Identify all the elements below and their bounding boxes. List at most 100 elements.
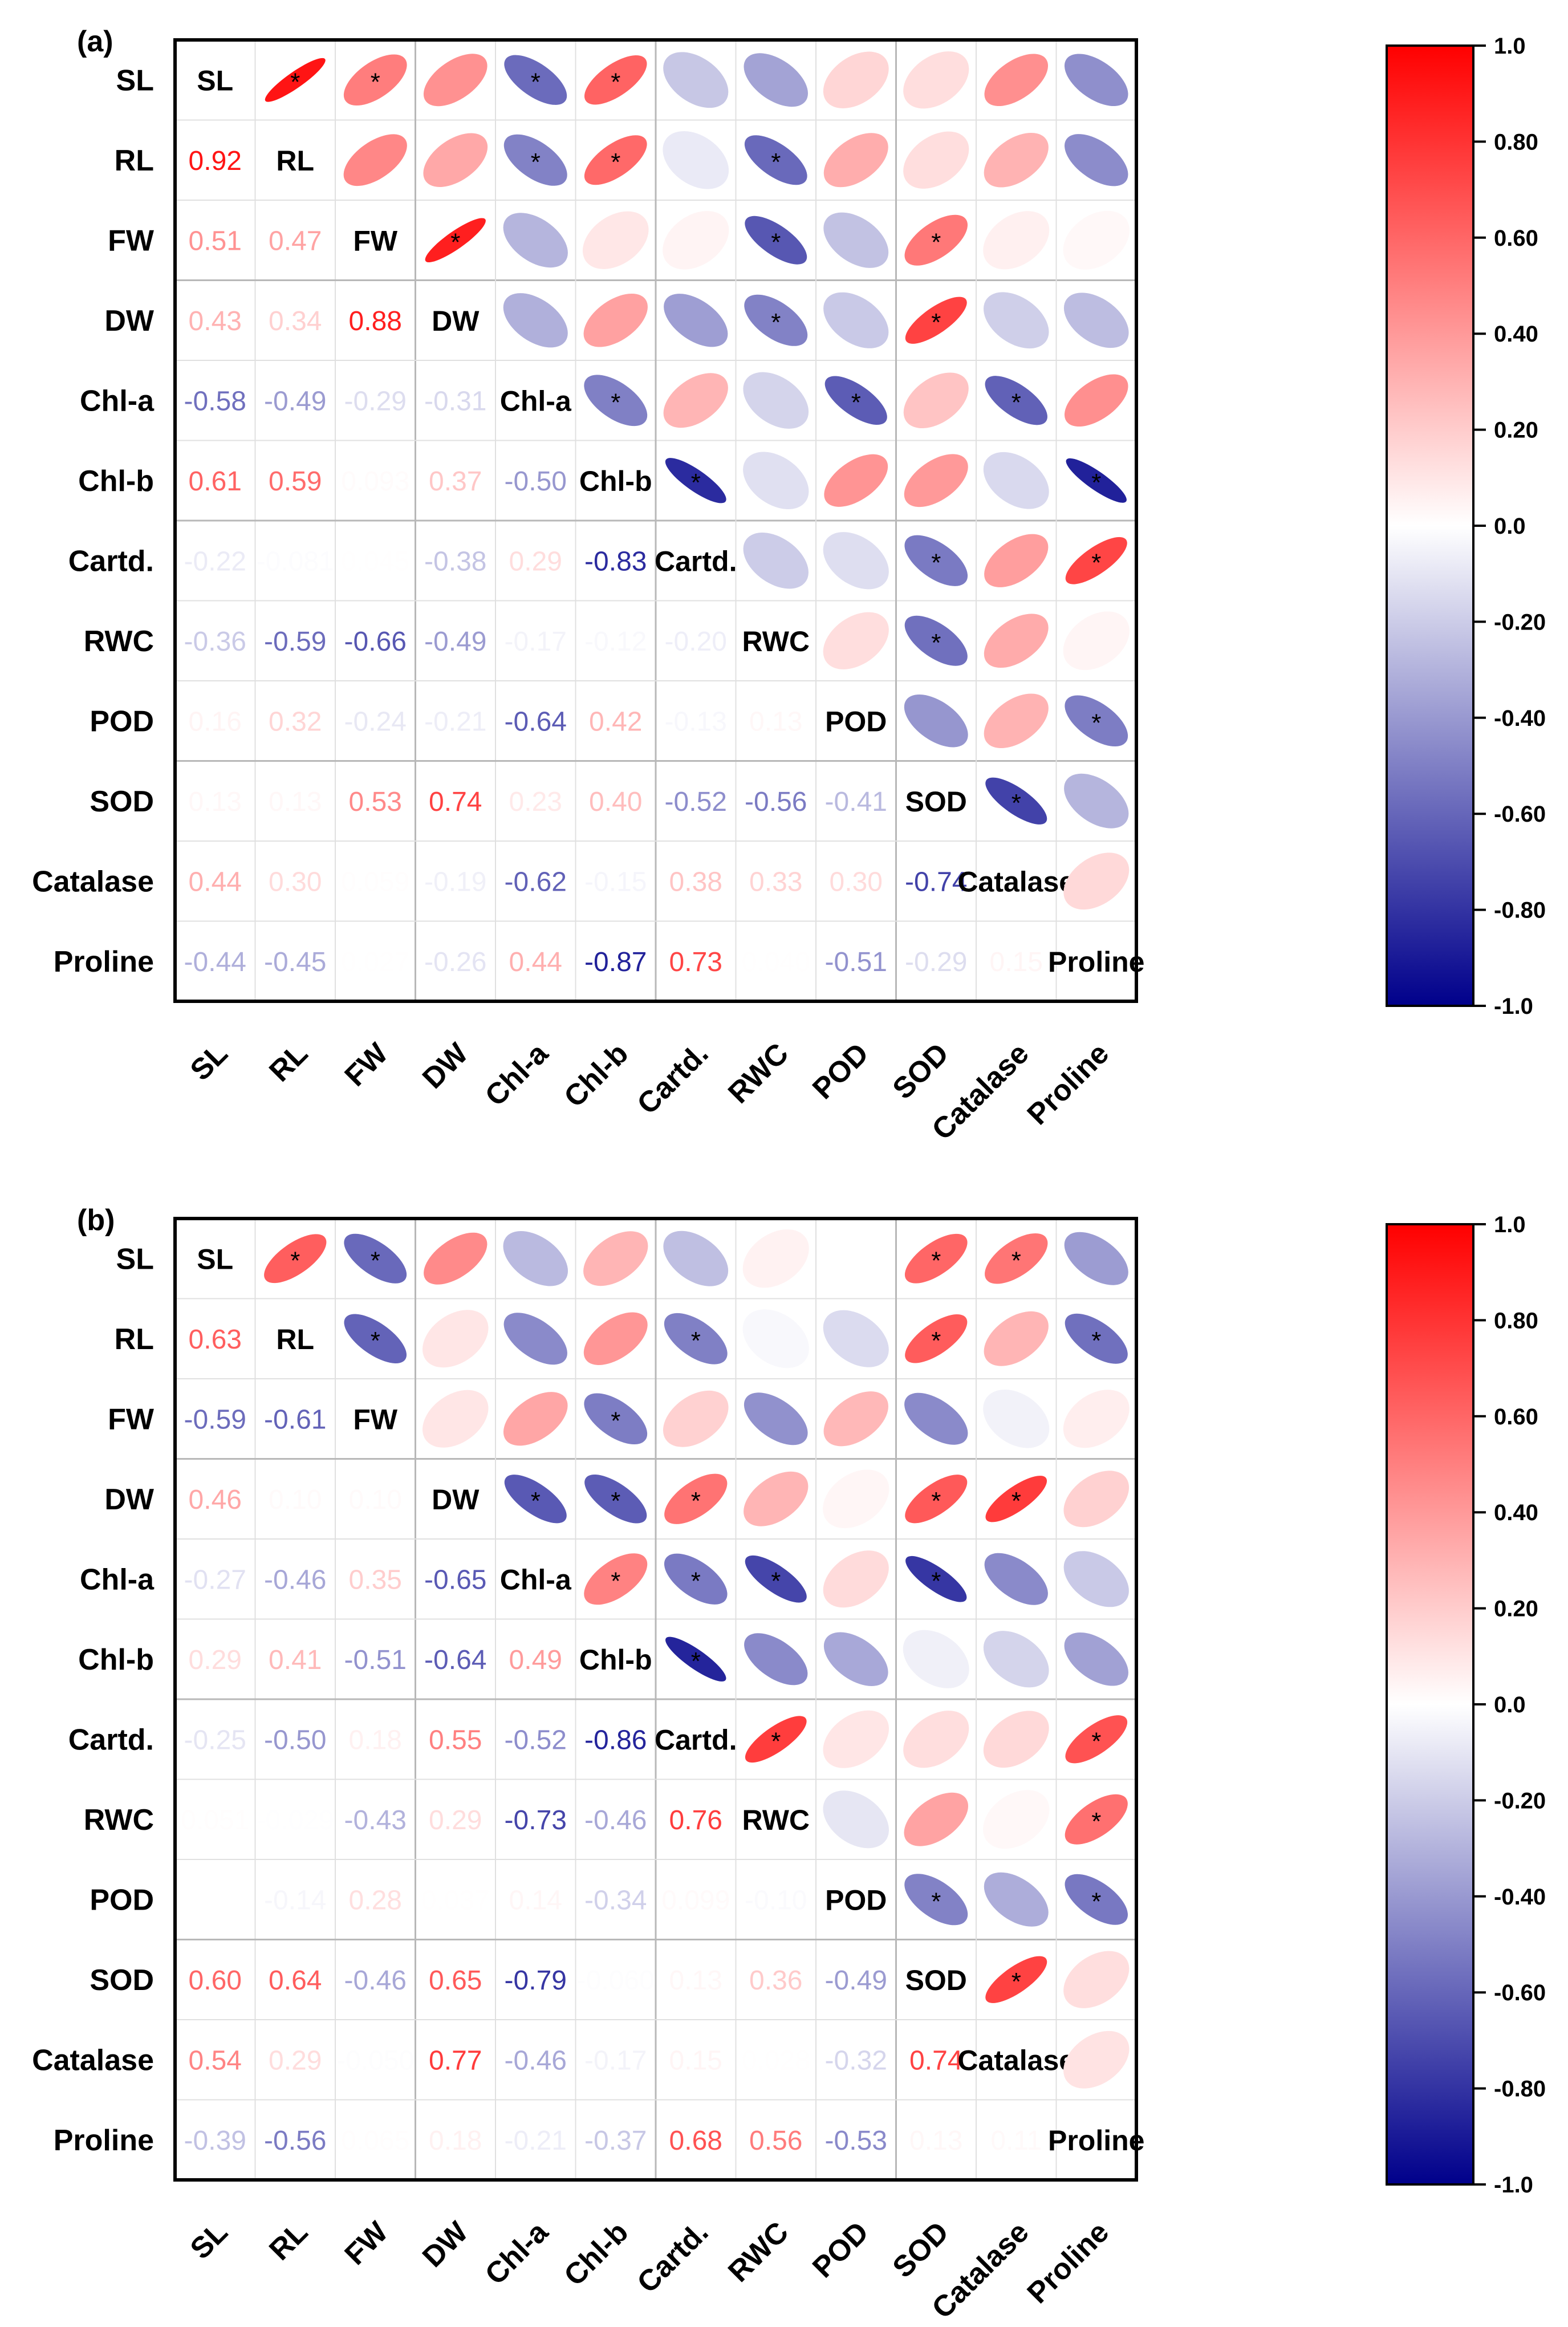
x-tick-label-sl: SL <box>184 1037 234 1087</box>
significance-star: * <box>931 1567 941 1595</box>
y-tick-label-cartd: Cartd. <box>68 1723 154 1756</box>
coefficient-label: 0.13 <box>269 787 322 817</box>
coefficient-label: -0.36 <box>184 627 246 657</box>
correlation-ellipse <box>744 1392 808 1445</box>
coefficient-label: 0.60 <box>189 1965 242 1996</box>
x-tick-label-fw: FW <box>339 2215 395 2272</box>
correlation-ellipse <box>264 1234 327 1284</box>
significance-star: * <box>691 469 701 497</box>
significance-star: * <box>290 68 300 96</box>
coefficient-label: -0.59 <box>184 1404 246 1435</box>
x-tick-label-proline: Proline <box>1021 1037 1116 1131</box>
y-tick-label-sl: SL <box>116 64 154 97</box>
coefficient-label: 0.30 <box>830 867 883 897</box>
correlation-ellipse <box>823 612 889 669</box>
colorbar-tick-label: 0.60 <box>1494 226 1538 251</box>
coefficient-label: 0.53 <box>349 787 402 817</box>
significance-star: * <box>371 68 380 96</box>
diagonal-label: Chl-b <box>579 1644 652 1676</box>
correlation-ellipse <box>745 1716 807 1763</box>
coefficient-label: 0.18 <box>349 1725 402 1755</box>
coefficient-label: -0.45 <box>264 947 326 977</box>
coefficient-label: -0.64 <box>424 1645 486 1675</box>
coefficient-label: -0.50 <box>505 466 567 497</box>
correlation-ellipse <box>422 1310 489 1368</box>
significance-star: * <box>851 388 861 416</box>
correlation-ellipse <box>823 212 889 268</box>
correlation-ellipse <box>1064 773 1129 829</box>
significance-star: * <box>611 388 620 416</box>
correlation-ellipse <box>823 292 889 348</box>
coefficient-label: 0.040 <box>742 947 810 977</box>
significance-star: * <box>1012 1968 1021 1996</box>
coefficient-label: -0.49 <box>825 1965 887 1996</box>
colorbar-tick-label: 0.80 <box>1494 129 1538 155</box>
correlation-ellipse <box>503 1231 568 1286</box>
correlation-ellipse <box>984 54 1049 107</box>
coefficient-label: 0.37 <box>429 466 482 497</box>
correlation-ellipse <box>665 458 726 503</box>
coefficient-label: 0.34 <box>269 306 322 336</box>
significance-star: * <box>611 148 620 176</box>
correlation-ellipse <box>742 1309 809 1368</box>
diagonal-label: SOD <box>905 786 967 818</box>
significance-star: * <box>531 1487 541 1515</box>
correlation-ellipse <box>823 1632 888 1686</box>
correlation-ellipse <box>1063 293 1129 348</box>
coefficient-label: 0.23 <box>509 787 562 817</box>
coefficient-label: -0.19 <box>424 867 486 897</box>
significance-star: * <box>1091 549 1101 576</box>
correlation-ellipse <box>983 1711 1049 1768</box>
correlation-ellipse <box>423 54 488 107</box>
coefficient-label: -0.46 <box>344 1965 407 1996</box>
coefficient-label: -0.86 <box>584 1725 647 1755</box>
significance-star: * <box>931 1487 941 1515</box>
x-tick-label-pod: POD <box>806 1037 875 1106</box>
correlation-ellipse <box>425 218 486 263</box>
diagonal-label: POD <box>825 1884 887 1916</box>
significance-star: * <box>450 228 460 256</box>
y-tick-label-chl-a: Chl-a <box>80 1563 155 1596</box>
coefficient-label: 0.35 <box>349 1565 402 1595</box>
correlation-ellipse <box>1063 2030 1130 2089</box>
significance-star: * <box>1012 1246 1021 1274</box>
coefficient-label: -0.52 <box>505 1725 567 1755</box>
correlation-ellipse <box>663 1390 729 1447</box>
coefficient-label: 0.42 <box>589 706 642 737</box>
significance-star: * <box>611 1407 620 1435</box>
coefficient-label: 0.29 <box>269 2045 322 2076</box>
diagonal-label: DW <box>432 1484 480 1516</box>
correlation-ellipse <box>344 1233 407 1284</box>
correlation-ellipse <box>905 1556 967 1602</box>
coefficient-label: 0.38 <box>669 867 722 897</box>
correlation-ellipse <box>743 452 809 510</box>
correlation-ellipse <box>1063 1390 1130 1448</box>
coefficient-label: 0.46 <box>189 1485 242 1515</box>
diagonal-label: Chl-a <box>500 1563 572 1595</box>
y-tick-label-sl: SL <box>116 1242 154 1276</box>
correlation-ellipse <box>985 376 1047 425</box>
coefficient-label: 0.64 <box>269 1965 322 1996</box>
y-tick-label-cartd: Cartd. <box>68 545 154 578</box>
significance-star: * <box>611 68 620 96</box>
x-tick-label-chl-a: Chl-a <box>479 2215 555 2292</box>
coefficient-label: -0.21 <box>505 2126 567 2156</box>
significance-star: * <box>371 1246 380 1274</box>
coefficient-label: -0.29 <box>344 386 407 416</box>
correlation-ellipse <box>984 132 1049 188</box>
correlation-ellipse <box>423 133 488 187</box>
coefficient-label: -0.51 <box>825 947 887 977</box>
coefficient-label: 0.92 <box>189 146 242 176</box>
correlation-ellipse <box>665 1636 726 1682</box>
coefficient-label: 0.51 <box>189 226 242 256</box>
significance-star: * <box>531 148 541 176</box>
coefficient-label: -0.39 <box>184 2126 246 2156</box>
colorbar-tick-label: -0.40 <box>1494 1885 1546 1910</box>
coefficient-label: -0.50 <box>264 1725 326 1755</box>
correlation-ellipse <box>1064 54 1128 107</box>
coefficient-label: 0.29 <box>189 1645 242 1675</box>
colorbar-tick-label: -1.0 <box>1494 2172 1533 2198</box>
correlation-ellipse <box>823 1550 889 1608</box>
coefficient-label: -0.43 <box>344 1805 407 1835</box>
coefficient-label: -0.49 <box>424 627 486 657</box>
